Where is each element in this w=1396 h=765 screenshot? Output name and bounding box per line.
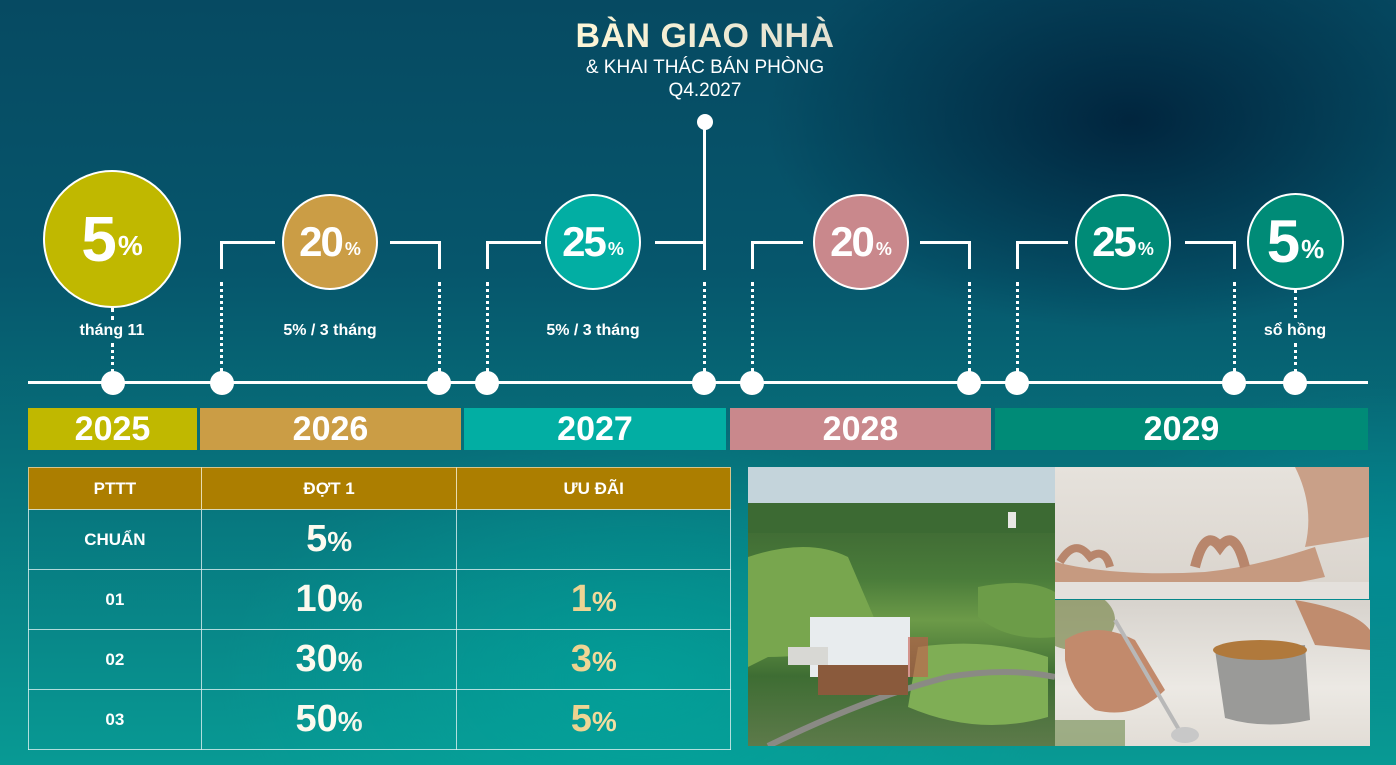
year-bar-2027: 2027	[464, 408, 726, 450]
col-header-pttt: PTTT	[28, 467, 202, 510]
timeline-dot	[101, 371, 125, 395]
page-subtitle: & KHAI THÁC BÁN PHÒNG	[585, 57, 825, 78]
year-bar-2029: 2029	[995, 408, 1368, 450]
bracket-line	[751, 241, 754, 269]
cooking-pan-illustration	[1055, 600, 1370, 746]
bracket-line	[486, 241, 541, 244]
pttt-cell: 03	[28, 689, 202, 750]
milestone-circle-2025: 5%	[43, 170, 181, 308]
pttt-cell: CHUẨN	[28, 509, 202, 570]
dot1-cell: 30%	[200, 629, 458, 690]
bracket-line	[920, 241, 971, 244]
dot1-cell: 10%	[200, 569, 458, 630]
connector-dash	[1294, 290, 1297, 318]
connector-dash	[703, 282, 706, 372]
timeline-dot	[1283, 371, 1307, 395]
bracket-line	[438, 241, 441, 269]
uudai-cell: 5%	[456, 689, 731, 750]
pttt-cell: 01	[28, 569, 202, 630]
milestone-circle-2026: 20%	[282, 194, 378, 290]
connector-dash	[1294, 343, 1297, 373]
uudai-cell: 1%	[456, 569, 731, 630]
milestone-circle-pink-book: 5%	[1247, 193, 1344, 290]
timeline-dot	[740, 371, 764, 395]
milestone-circle-2029: 25%	[1075, 194, 1171, 290]
milestone-circle-2027: 25%	[545, 194, 641, 290]
golf-course-photo	[748, 467, 1055, 746]
bracket-line	[1016, 241, 1019, 269]
milestone-note: 5% / 3 tháng	[546, 322, 640, 339]
connector-dash	[111, 308, 114, 320]
uudai-cell: 3%	[456, 629, 731, 690]
bracket-line	[1016, 241, 1068, 244]
bracket-line	[655, 241, 705, 244]
table-row: CHUẨN 5%	[28, 509, 731, 570]
connector-dash	[111, 343, 114, 373]
table-row: 03 50% 5%	[28, 689, 731, 750]
connector-dash	[968, 282, 971, 372]
header: BÀN GIAO NHÀ & KHAI THÁC BÁN PHÒNG Q4.20…	[0, 16, 1396, 102]
dot1-cell: 5%	[200, 509, 458, 570]
timeline-dot	[957, 371, 981, 395]
dot1-cell: 50%	[200, 689, 458, 750]
bracket-line	[751, 241, 803, 244]
connector-dash	[1233, 282, 1236, 372]
handover-quarter: Q4.2027	[668, 80, 742, 101]
col-header-dot1: ĐỢT 1	[201, 467, 458, 510]
page-title: BÀN GIAO NHÀ	[0, 16, 1396, 56]
timeline-dot	[1222, 371, 1246, 395]
connector-dash	[220, 282, 223, 372]
timeline-dot	[692, 371, 716, 395]
milestone-circle-2028: 20%	[813, 194, 909, 290]
payment-table: PTTT ĐỢT 1 ƯU ĐÃI CHUẨN 5% 01 10% 1% 02 …	[28, 467, 731, 750]
bracket-line	[1185, 241, 1236, 244]
table-row: 02 30% 3%	[28, 629, 731, 690]
year-bar-2025: 2025	[28, 408, 197, 450]
year-bar-2028: 2028	[730, 408, 991, 450]
col-header-uudai: ƯU ĐÃI	[456, 467, 731, 510]
timeline-dot	[475, 371, 499, 395]
timeline-dot	[210, 371, 234, 395]
connector-dash	[438, 282, 441, 372]
milestone-note: sổ hồng	[1263, 322, 1327, 339]
handover-pin-line	[703, 122, 706, 270]
connector-dash	[751, 282, 754, 372]
golf-course-illustration	[748, 467, 1055, 746]
milestone-note: 5% / 3 tháng	[283, 322, 377, 339]
pttt-cell: 02	[28, 629, 202, 690]
yoga-hands-illustration	[1055, 467, 1369, 599]
yoga-meditation-photo	[1055, 467, 1369, 599]
bracket-line	[220, 241, 223, 269]
connector-dash	[1016, 282, 1019, 372]
bracket-line	[486, 241, 489, 269]
connector-dash	[486, 282, 489, 372]
timeline-dot	[427, 371, 451, 395]
cooking-photo	[1055, 600, 1370, 746]
bracket-line	[968, 241, 971, 269]
table-row: 01 10% 1%	[28, 569, 731, 630]
bracket-line	[390, 241, 441, 244]
bracket-line	[1233, 241, 1236, 269]
table-header-row: PTTT ĐỢT 1 ƯU ĐÃI	[28, 467, 731, 510]
timeline-dot	[1005, 371, 1029, 395]
milestone-note: tháng 11	[79, 322, 145, 339]
uudai-cell	[456, 509, 731, 570]
year-bar-2026: 2026	[200, 408, 461, 450]
bracket-line	[220, 241, 275, 244]
